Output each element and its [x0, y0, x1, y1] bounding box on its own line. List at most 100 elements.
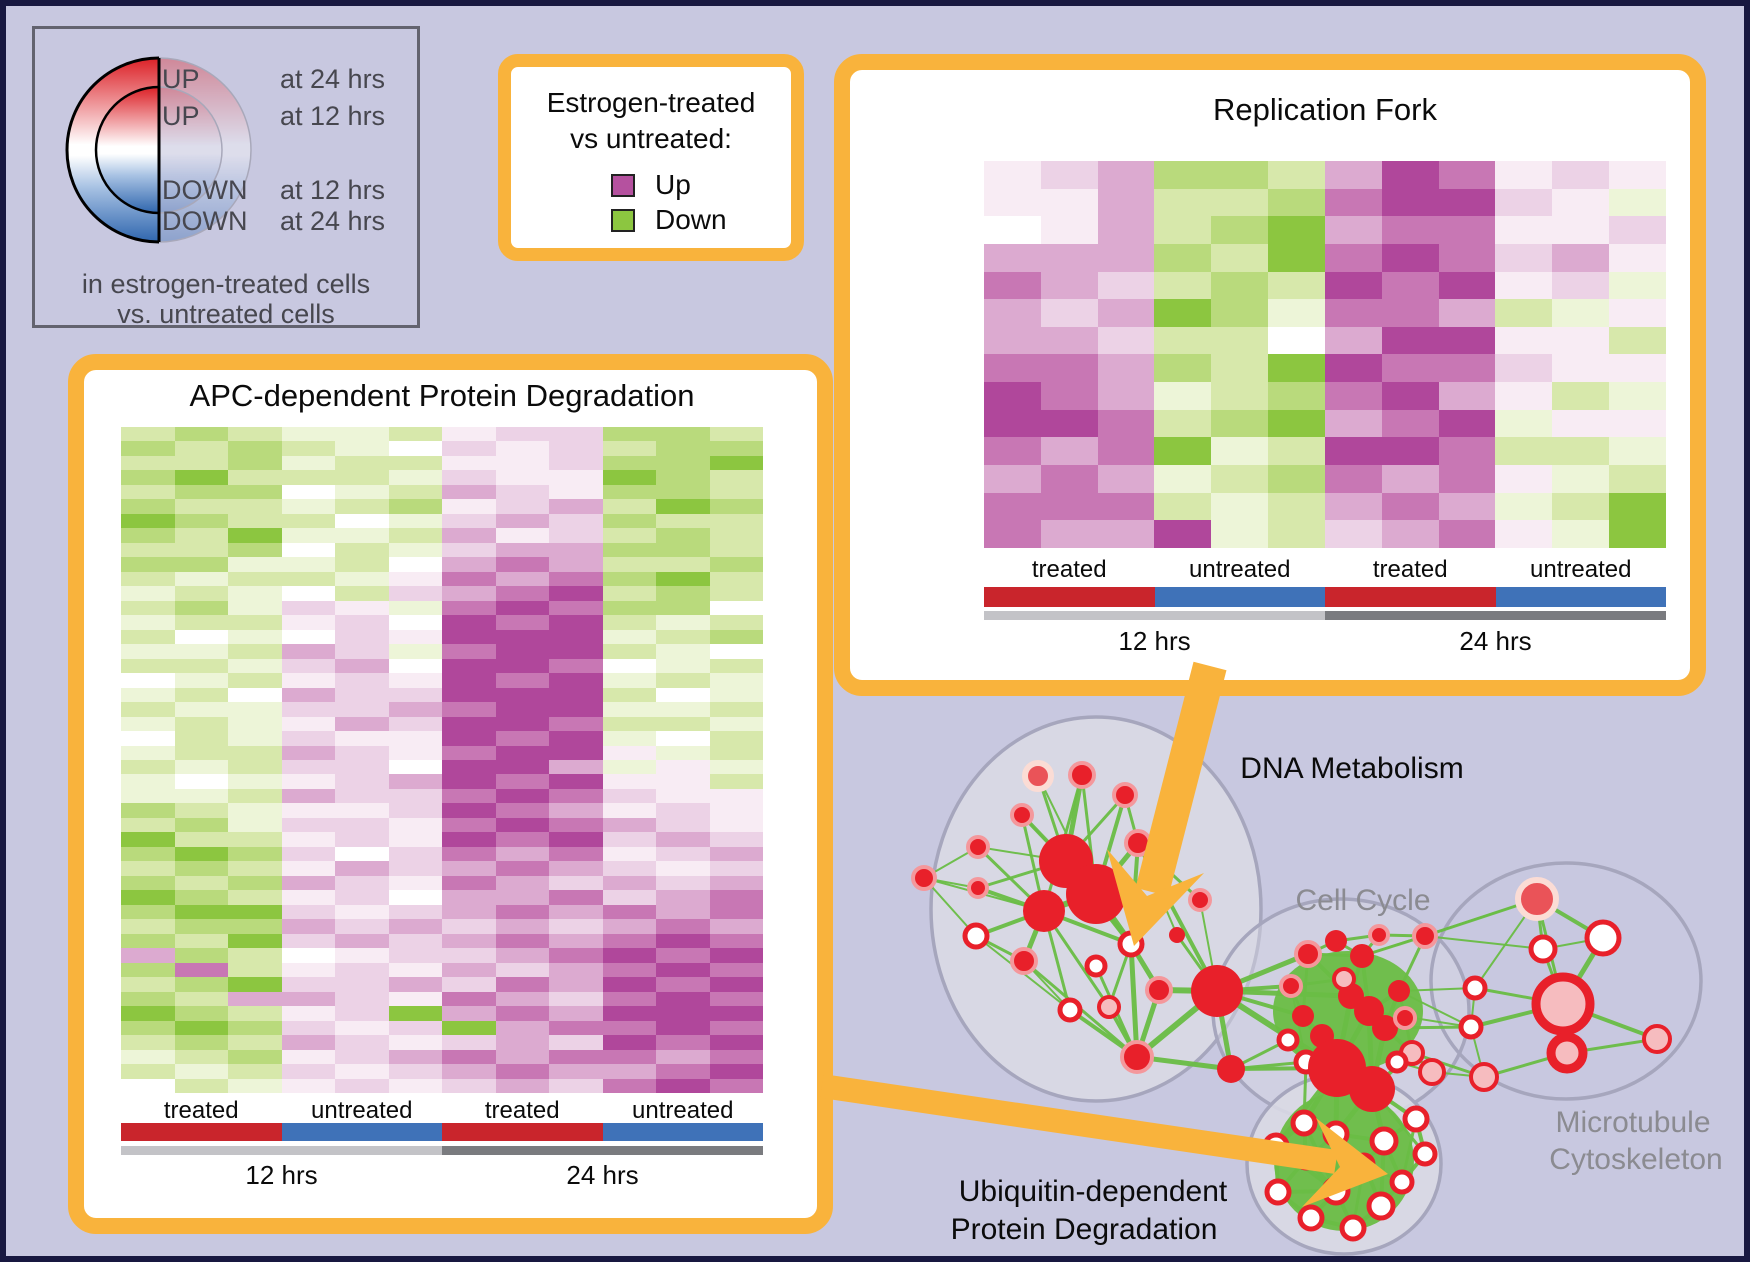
network-node-halo — [966, 835, 990, 859]
network-node-solid — [1350, 944, 1374, 968]
legend-up-24-time: at 24 hrs — [280, 64, 386, 94]
network-node-ring — [1290, 1109, 1318, 1137]
legend-up-12-dir: UP — [162, 101, 200, 131]
network-node-halo — [1294, 940, 1322, 968]
network-edge — [1368, 1010, 1472, 1028]
network-node-solid — [1169, 927, 1185, 943]
apc-group-label: untreated — [632, 1097, 734, 1124]
concentric-gradient-circles-icon — [65, 56, 252, 244]
down-label: Down — [655, 204, 727, 235]
network-node-halo — [1188, 888, 1212, 912]
apc-time-color-bar — [121, 1146, 763, 1155]
network-node-ring — [1297, 1204, 1325, 1232]
cell-cycle-label: Cell Cycle — [1295, 884, 1431, 917]
network-node-halo — [1010, 803, 1034, 827]
network-node-halo — [1010, 947, 1038, 975]
network-node-ring — [1369, 1126, 1399, 1156]
network-node-ring — [1339, 1214, 1367, 1242]
network-node-ring — [1402, 1105, 1430, 1133]
network-edge — [1128, 941, 1140, 1060]
network-node-solid — [1191, 965, 1243, 1017]
network-node-pink — [1097, 995, 1121, 1019]
estrogen-legend-title-line2: vs untreated: — [570, 123, 732, 154]
network-edge — [1398, 990, 1472, 1028]
network-node-ring — [1057, 997, 1083, 1023]
legend-down-24-dir: DOWN — [162, 206, 248, 236]
down-color-swatch — [611, 208, 635, 232]
network-node-halo — [1068, 761, 1096, 789]
network-node-pink — [1642, 1024, 1672, 1054]
ubiquitin-label-line1: Ubiquitin-dependent — [958, 1175, 1228, 1208]
network-edge — [1361, 898, 1538, 957]
network-node-ring — [1385, 1050, 1409, 1074]
replication-fork-panel: Replication Fork treated untreated treat… — [834, 54, 1706, 696]
apc-time-label-12: 12 hrs — [245, 1160, 318, 1190]
network-node-solid — [1349, 1066, 1395, 1112]
network-node-solid — [1217, 1055, 1245, 1083]
network-node-halo — [1368, 924, 1390, 946]
network-node-halo — [1279, 974, 1303, 998]
network-node-ring — [1528, 934, 1558, 964]
network-node-bigpink — [1546, 1032, 1588, 1074]
microtubule-label-line1: Microtubule — [1555, 1106, 1711, 1139]
network-node-halo — [1145, 976, 1173, 1004]
legend-up-24-dir: UP — [162, 64, 200, 94]
replication-time-labels: 12 hrs 24 hrs — [984, 626, 1666, 657]
apc-group-label: treated — [484, 1097, 560, 1124]
network-node-solid — [1292, 1005, 1314, 1027]
replication-group-label: treated — [1031, 556, 1107, 583]
replication-to-dna-arrow-head — [1107, 849, 1204, 946]
legend-down-24-time: at 24 hrs — [280, 206, 386, 236]
replication-group-label: untreated — [1530, 556, 1632, 583]
network-node-ring — [962, 922, 990, 950]
legend-footer-line2: vs. untreated cells — [117, 299, 335, 329]
apc-group-labels: treated untreated treated untreated — [121, 1097, 763, 1125]
legend-up-12-time: at 12 hrs — [280, 101, 386, 131]
estrogen-legend-title-line1: Estrogen-treated — [546, 87, 756, 118]
ubiquitin-label-line2: Protein Degradation — [950, 1213, 1218, 1246]
legend-item-up: Up — [611, 169, 691, 201]
apc-to-ubiquitin-arrow-head — [1302, 1118, 1388, 1207]
network-node-ring — [1584, 919, 1622, 957]
replication-group-label: untreated — [1189, 556, 1291, 583]
network-node-pink — [1418, 1058, 1446, 1086]
network-node-ring — [1458, 1014, 1484, 1040]
network-node-halo — [911, 865, 937, 891]
legend-down-12-dir: DOWN — [162, 175, 248, 205]
apc-time-label-24: 24 hrs — [566, 1160, 639, 1190]
microtubule-label-line2: Cytoskeleton — [1549, 1143, 1723, 1176]
network-node-cream — [1515, 877, 1559, 921]
network-node-solid — [1023, 890, 1065, 932]
network-node-solid — [1388, 980, 1410, 1002]
up-color-swatch — [611, 173, 635, 197]
network-node-pink — [1469, 1062, 1499, 1092]
apc-group-label: untreated — [311, 1097, 413, 1124]
network-edge — [1398, 987, 1476, 992]
apc-panel-title: APC-dependent Protein Degradation — [189, 378, 695, 413]
network-node-ring — [1389, 1169, 1415, 1195]
estrogen-color-legend: Estrogen-treated vs untreated: Up Down — [498, 54, 804, 261]
network-node-halo — [967, 877, 989, 899]
replication-panel-title: Replication Fork — [1213, 92, 1437, 127]
network-node-halo — [1412, 923, 1438, 949]
replication-group-label: treated — [1372, 556, 1448, 583]
replication-time-color-bar — [984, 611, 1666, 620]
apc-condition-color-bar — [121, 1123, 763, 1141]
legend-down-12-time: at 12 hrs — [280, 175, 386, 205]
gene-network-graph — [820, 661, 1703, 1256]
replication-heatmap — [984, 161, 1666, 548]
apc-panel: APC-dependent Protein Degradation treate… — [68, 354, 833, 1234]
network-node-cream — [1022, 760, 1054, 792]
network-node-ring — [1276, 1028, 1300, 1052]
network-node-ring — [1412, 1141, 1438, 1167]
dna-metabolism-label: DNA Metabolism — [1240, 752, 1464, 785]
replication-group-labels: treated untreated treated untreated — [984, 556, 1666, 584]
up-label: Up — [655, 169, 691, 200]
legend-item-down: Down — [611, 204, 727, 236]
apc-group-label: treated — [163, 1097, 239, 1124]
apc-time-labels: 12 hrs 24 hrs — [121, 1160, 763, 1191]
network-node-halo — [1112, 782, 1138, 808]
apc-to-ubiquitin-arrow-shaft — [820, 1074, 1338, 1174]
